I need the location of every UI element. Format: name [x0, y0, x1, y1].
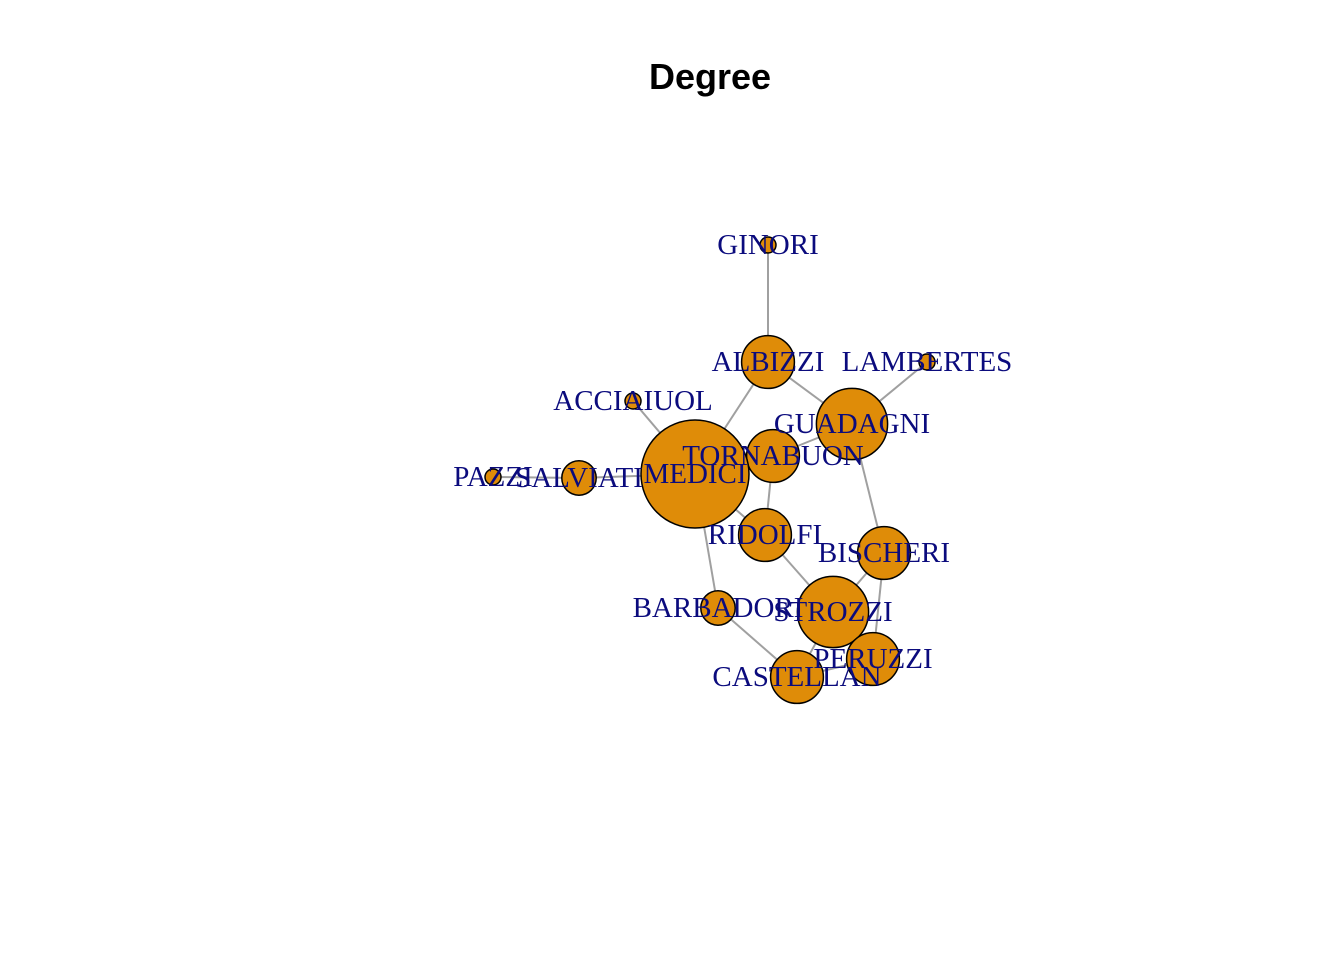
node-label-barbadori: BARBADORI [633, 592, 804, 624]
node-label-acciaiuol: ACCIAIUOL [553, 385, 713, 417]
node-label-castellan: CASTELLAN [712, 661, 881, 693]
node-acciaiuol [624, 392, 642, 410]
node-albizzi [740, 334, 796, 390]
node-barbadori [700, 590, 736, 626]
node-label-guadagni: GUADAGNI [774, 408, 930, 440]
node-label-tornabuon: TORNABUON [682, 440, 864, 472]
nodes-layer [484, 236, 936, 705]
node-ginori [759, 236, 777, 254]
plot-title: Degree [648, 56, 772, 97]
node-label-salviati: SALVIATI [515, 462, 643, 494]
node-label-medici: MEDICI [643, 458, 746, 490]
node-label-ginori: GINORI [717, 229, 819, 261]
node-lambertes [918, 353, 936, 371]
node-guadagni [815, 387, 889, 461]
node-bischeri [856, 525, 912, 581]
node-label-albizzi: ALBIZZI [712, 346, 825, 378]
node-pazzi [484, 468, 502, 486]
node-label-pazzi: PAZZI [453, 461, 533, 493]
node-strozzi [796, 575, 870, 649]
node-label-ridolfi: RIDOLFI [708, 519, 822, 551]
node-label-strozzi: STROZZI [773, 596, 892, 628]
node-castellan [769, 649, 825, 705]
node-ridolfi [737, 507, 793, 563]
node-salviati [561, 460, 597, 496]
node-peruzzi [845, 631, 901, 687]
node-medici [640, 419, 750, 529]
labels-layer: GINORI ALBIZZI LAMBERTES ACCIAIUOL GUADAGNIT… [453, 229, 1012, 693]
node-label-lambertes: LAMBERTES [842, 346, 1013, 378]
node-label-bischeri: BISCHERI [818, 537, 950, 569]
node-label-peruzzi: PERUZZI [813, 643, 932, 675]
